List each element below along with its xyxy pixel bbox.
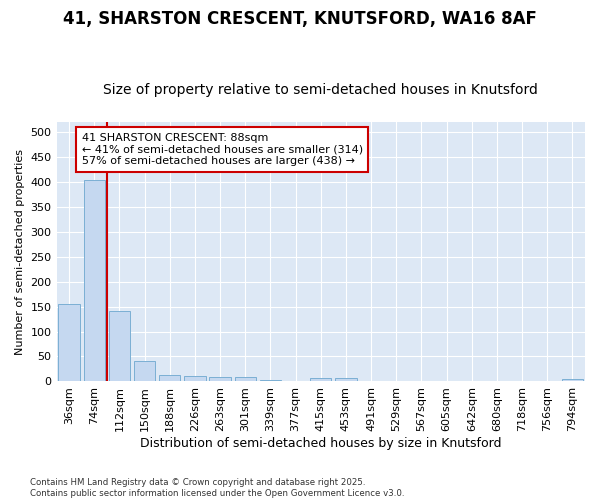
Bar bbox=[260, 380, 281, 382]
X-axis label: Distribution of semi-detached houses by size in Knutsford: Distribution of semi-detached houses by … bbox=[140, 437, 502, 450]
Text: 41, SHARSTON CRESCENT, KNUTSFORD, WA16 8AF: 41, SHARSTON CRESCENT, KNUTSFORD, WA16 8… bbox=[63, 10, 537, 28]
Y-axis label: Number of semi-detached properties: Number of semi-detached properties bbox=[15, 148, 25, 354]
Bar bbox=[134, 362, 155, 382]
Bar bbox=[83, 180, 105, 382]
Bar bbox=[159, 376, 181, 382]
Bar bbox=[235, 378, 256, 382]
Bar bbox=[335, 378, 356, 382]
Text: Contains HM Land Registry data © Crown copyright and database right 2025.
Contai: Contains HM Land Registry data © Crown c… bbox=[30, 478, 404, 498]
Bar bbox=[109, 310, 130, 382]
Bar bbox=[58, 304, 80, 382]
Bar bbox=[310, 378, 331, 382]
Title: Size of property relative to semi-detached houses in Knutsford: Size of property relative to semi-detach… bbox=[103, 83, 538, 97]
Text: 41 SHARSTON CRESCENT: 88sqm
← 41% of semi-detached houses are smaller (314)
57% : 41 SHARSTON CRESCENT: 88sqm ← 41% of sem… bbox=[82, 133, 363, 166]
Bar bbox=[209, 377, 231, 382]
Bar bbox=[562, 380, 583, 382]
Bar bbox=[184, 376, 206, 382]
